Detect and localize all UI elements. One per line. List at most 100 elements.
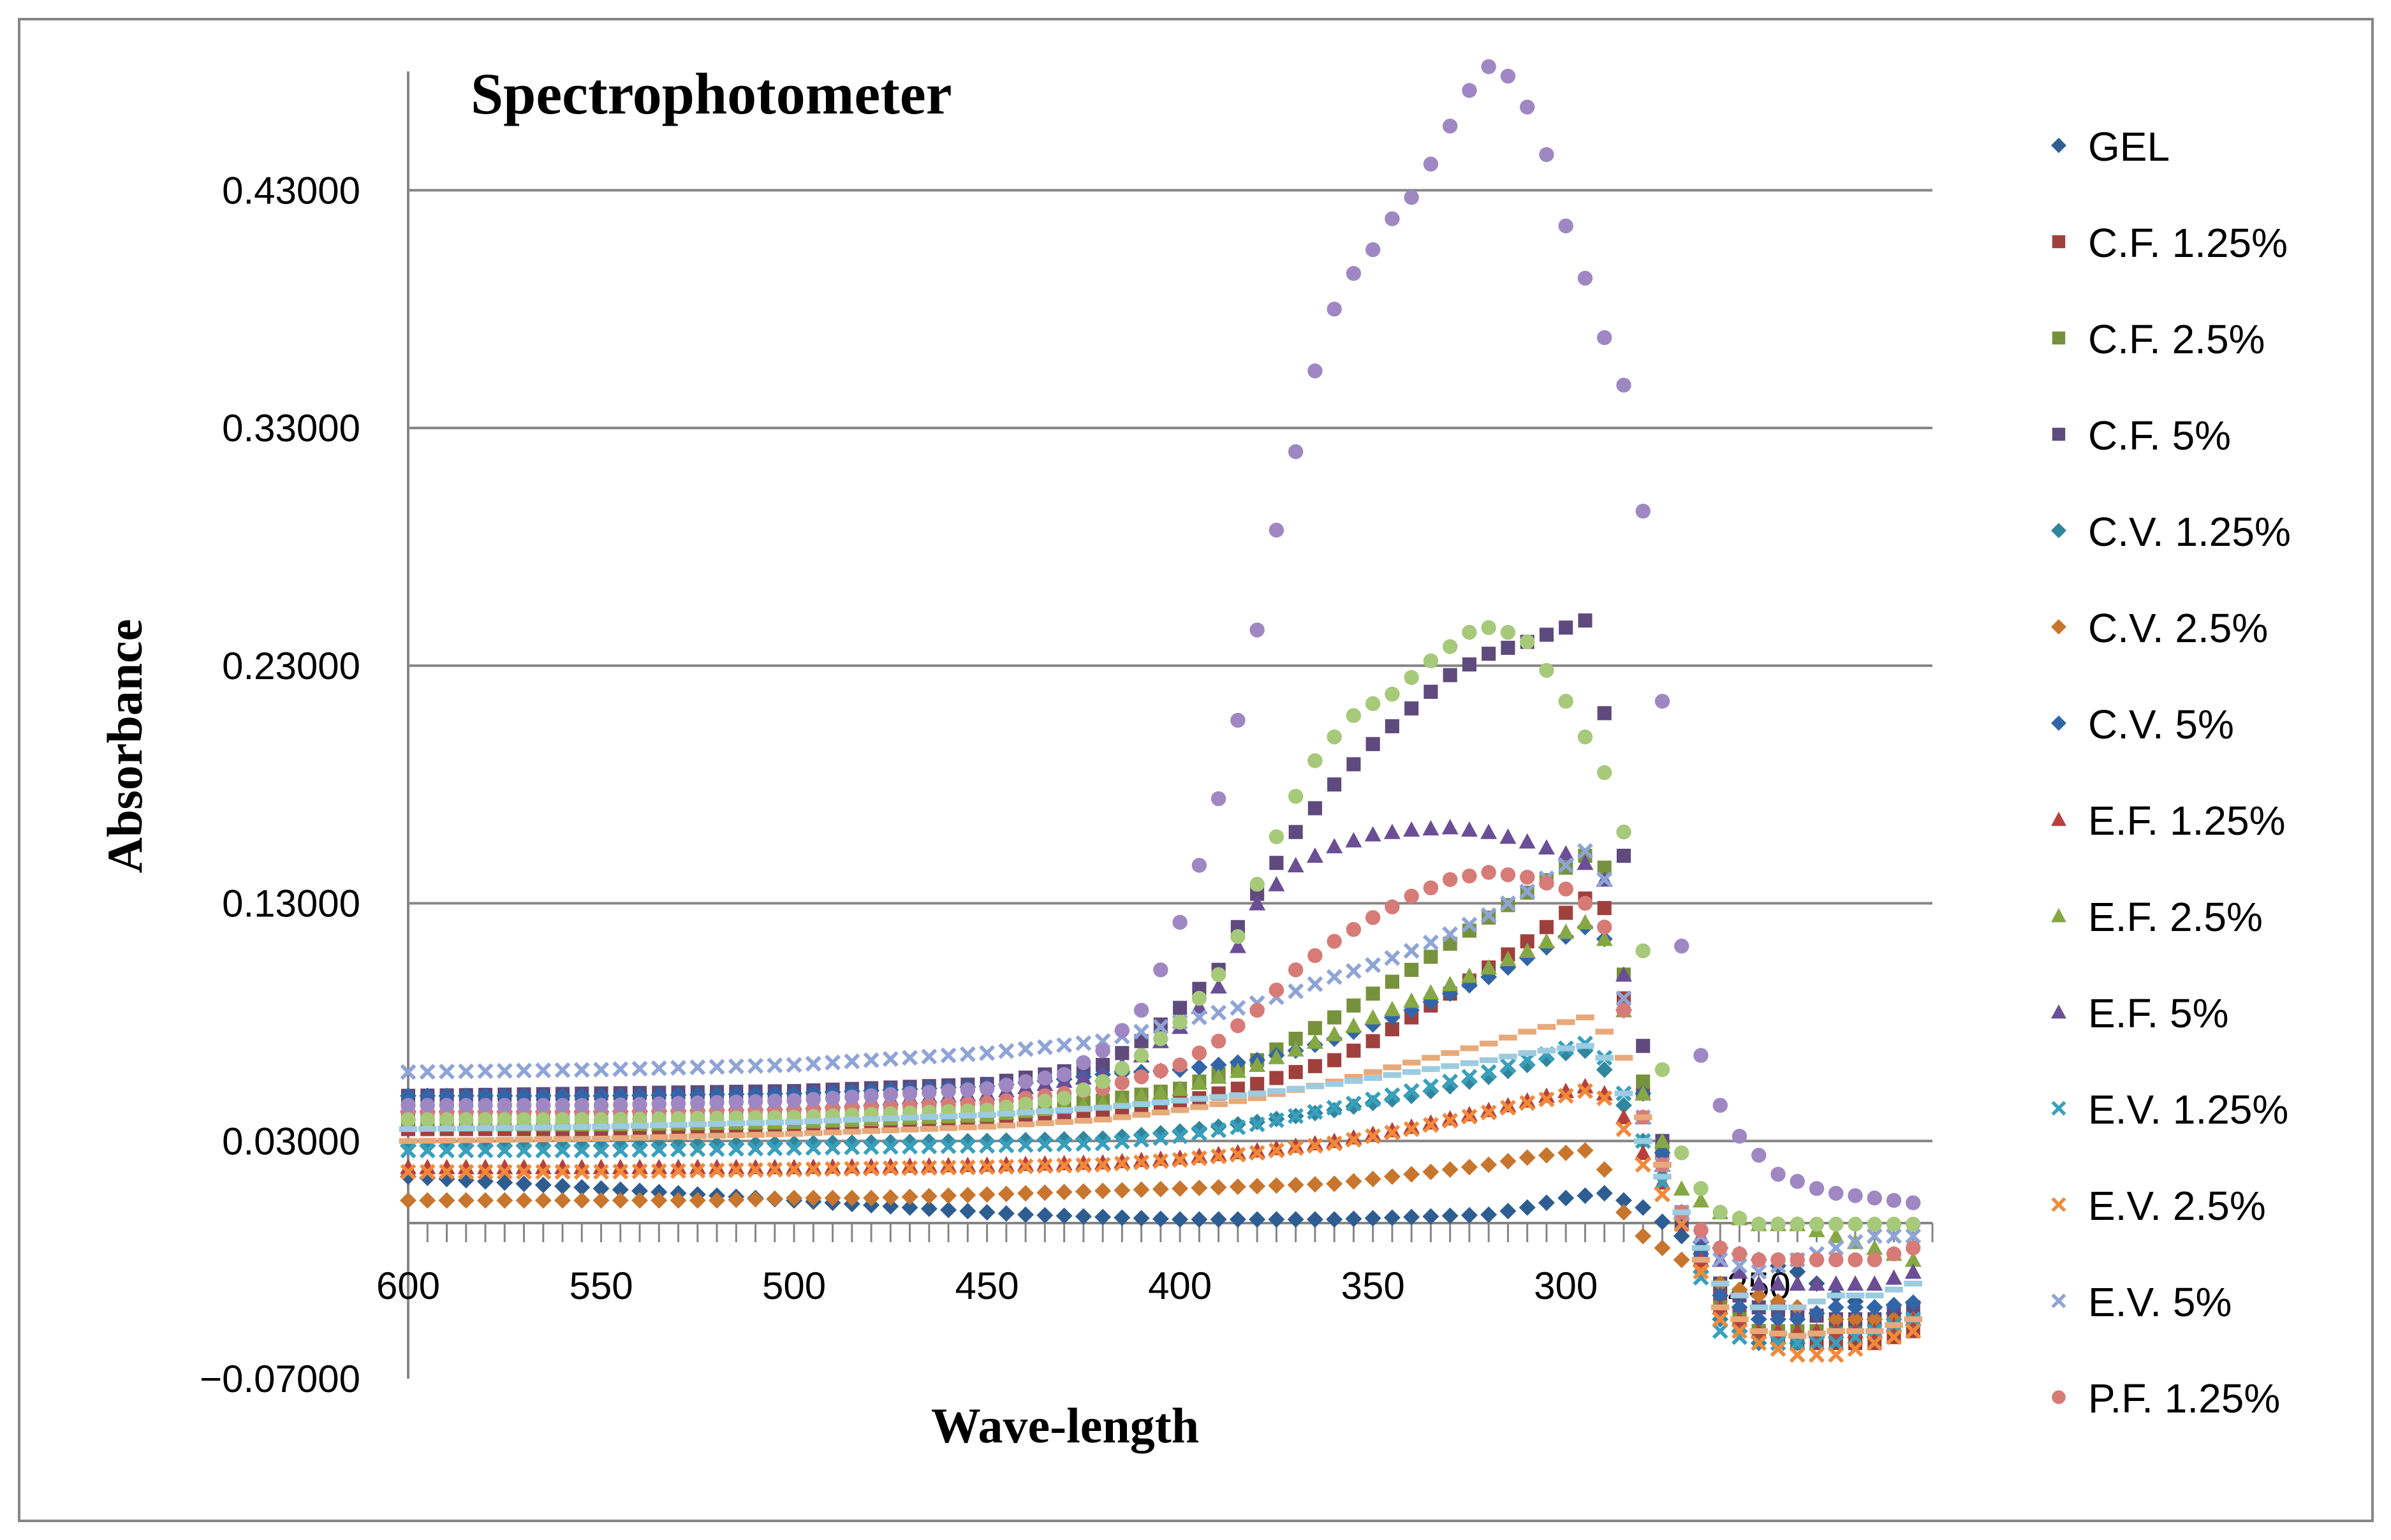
data-point [1480, 1206, 1497, 1223]
data-point [1269, 1071, 1284, 1085]
legend-item: P.F. 1.25% [2052, 1375, 2280, 1421]
data-point [1616, 378, 1631, 393]
data-point [1691, 1245, 1710, 1251]
data-point [1153, 962, 1168, 978]
x-tick-label: 600 [376, 1265, 440, 1307]
data-point [1403, 992, 1420, 1008]
data-point [1828, 1252, 1844, 1268]
legend-item: C.F. 5% [2052, 413, 2231, 458]
data-point [1403, 1121, 1420, 1138]
data-point [459, 1112, 474, 1127]
data-point [535, 1164, 552, 1180]
data-point [1499, 951, 1517, 967]
data-point [1422, 1163, 1439, 1180]
data-point [1229, 1178, 1246, 1196]
data-point [1326, 838, 1343, 854]
legend-marker [2052, 427, 2066, 441]
data-point [1885, 1296, 1902, 1314]
data-point [863, 1134, 880, 1151]
data-point [1712, 1323, 1728, 1339]
data-point [766, 1159, 783, 1175]
data-point [439, 1063, 455, 1080]
data-point [1307, 1104, 1323, 1120]
data-point [1287, 1041, 1304, 1057]
data-point [651, 1163, 667, 1180]
data-point [1268, 1177, 1285, 1194]
data-point [1288, 983, 1304, 999]
data-point [1152, 1150, 1169, 1166]
data-point [478, 1097, 493, 1113]
data-point [1731, 1299, 1748, 1316]
data-point [1268, 1211, 1285, 1228]
data-point [805, 1140, 821, 1156]
data-point [1538, 1050, 1555, 1067]
legend-label: E.V. 2.5% [2088, 1183, 2266, 1229]
data-point [399, 1138, 418, 1144]
data-point [1691, 1257, 1710, 1263]
data-point [1886, 1192, 1902, 1208]
data-point [631, 1182, 649, 1199]
legend-marker [2052, 1390, 2066, 1404]
data-point [1346, 921, 1362, 937]
data-point [1133, 1131, 1150, 1148]
data-point [920, 1126, 939, 1132]
data-point [1500, 867, 1516, 883]
data-point [1230, 929, 1246, 944]
data-point [1056, 1067, 1072, 1082]
data-point [1152, 1130, 1169, 1147]
data-point [457, 1137, 476, 1143]
legend-label: E.F. 1.25% [2088, 798, 2286, 844]
data-point [1577, 729, 1593, 745]
data-point [1056, 1131, 1073, 1148]
data-point [940, 1138, 957, 1154]
data-point [959, 1159, 976, 1176]
legend-item: C.F. 1.25% [2052, 220, 2288, 266]
data-point [555, 1097, 570, 1113]
data-point [1616, 825, 1631, 840]
data-point [1595, 1055, 1614, 1061]
data-point [1133, 1002, 1149, 1018]
data-point [1635, 1157, 1651, 1173]
x-tick-label: 400 [1148, 1265, 1212, 1307]
data-point [1094, 1130, 1112, 1147]
data-point [1557, 1087, 1574, 1104]
data-point [459, 1097, 474, 1113]
data-point [592, 1180, 610, 1197]
data-point [1865, 1292, 1884, 1299]
data-point [613, 1097, 628, 1113]
data-point [592, 1137, 610, 1154]
data-point [1404, 670, 1419, 686]
data-point [1827, 1292, 1846, 1299]
data-point [1016, 1109, 1035, 1116]
data-point [728, 1159, 745, 1175]
data-point [1191, 1150, 1207, 1166]
data-point [882, 1157, 899, 1173]
data-point [1268, 1112, 1284, 1129]
data-point [901, 1188, 918, 1205]
data-point [1346, 266, 1362, 281]
data-point [1037, 1070, 1053, 1086]
data-point [1462, 624, 1477, 640]
data-point [1384, 1124, 1401, 1141]
data-point [554, 1062, 571, 1078]
data-point [1288, 1108, 1304, 1124]
data-point [978, 1124, 996, 1130]
legend-label: C.F. 2.5% [2088, 316, 2265, 362]
legend-marker [2051, 715, 2066, 731]
data-point [477, 1142, 494, 1159]
data-point [689, 1136, 706, 1153]
data-point [1886, 1228, 1902, 1244]
data-point [651, 1141, 667, 1158]
data-point [1904, 1294, 1922, 1311]
data-point [844, 1089, 860, 1105]
data-point [1403, 1208, 1420, 1226]
data-point [1249, 877, 1265, 892]
data-point [1191, 1179, 1208, 1196]
data-point [978, 1204, 996, 1221]
data-point [1172, 1152, 1188, 1168]
data-point [1653, 1173, 1672, 1180]
data-point [1114, 1091, 1131, 1107]
data-point [670, 1141, 687, 1158]
data-point [997, 1110, 1016, 1117]
